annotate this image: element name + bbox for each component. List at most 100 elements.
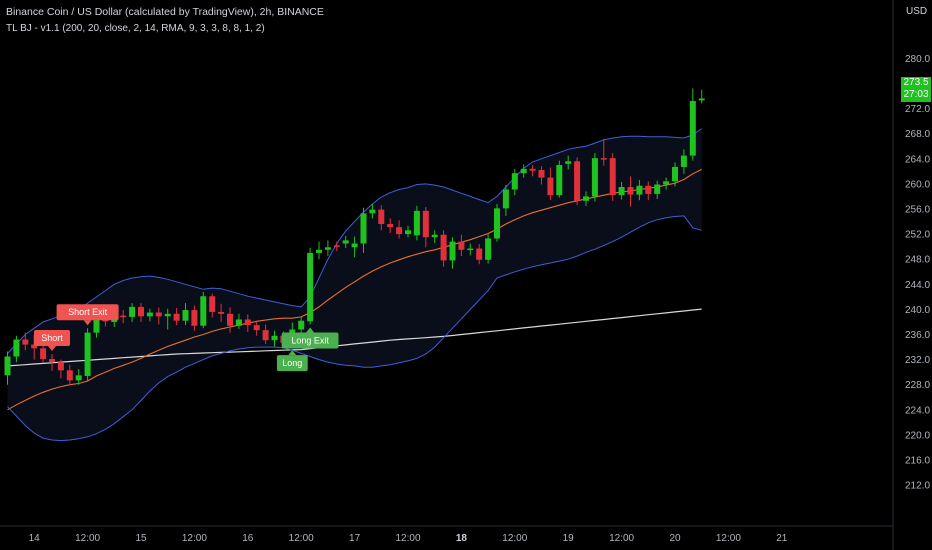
y-tick-label: 248.0 (905, 255, 930, 266)
candle-body (13, 339, 20, 357)
candle-body (49, 359, 55, 363)
candle-body (485, 238, 492, 260)
candle-body (520, 168, 527, 174)
y-tick-label: 236.0 (905, 330, 930, 341)
candle-body (4, 356, 11, 376)
candle-body (342, 240, 349, 244)
signal-label-pointer (306, 327, 315, 333)
candle-body (618, 187, 625, 196)
signal-label: Short (34, 329, 70, 351)
signal-label-box (34, 329, 70, 346)
y-axis[interactable]: 280.0276.0272.0268.0264.0260.0256.0252.0… (905, 54, 930, 492)
candle-body (387, 224, 394, 228)
candle-body (155, 312, 162, 317)
indicator-legend[interactable]: TL BJ - v1.1 (200, 20, close, 2, 14, RMA… (6, 23, 265, 34)
candle-body (511, 173, 518, 190)
candle-body (146, 312, 153, 317)
candle-body (164, 313, 171, 317)
candle-body (351, 243, 358, 248)
candle-body (431, 234, 438, 238)
x-tick-label: 19 (563, 533, 575, 544)
x-tick-label: 12:00 (182, 533, 207, 544)
candle-body (209, 296, 216, 312)
candle-body (405, 230, 411, 235)
candle-body (316, 249, 322, 253)
candle-body (253, 325, 260, 331)
candle-body (663, 181, 670, 185)
signal-label-text: Long Exit (291, 335, 329, 345)
bollinger-lower-line (7, 215, 702, 442)
bollinger-band-area (7, 128, 702, 441)
candle-body (271, 335, 278, 341)
chart-title: Binance Coin / US Dollar (calculated by … (6, 6, 324, 18)
x-tick-label: 18 (456, 533, 468, 544)
candle-body (449, 241, 456, 261)
x-tick-label: 17 (349, 533, 361, 544)
candles (4, 88, 705, 386)
y-tick-label: 232.0 (905, 355, 930, 366)
candle-body (298, 320, 305, 330)
candle-body (324, 247, 331, 250)
candle-body (689, 101, 696, 156)
candle-body (654, 184, 661, 194)
candle-body (333, 245, 340, 247)
x-tick-label: 12:00 (289, 533, 314, 544)
candle-body (476, 248, 483, 260)
candle-body (609, 158, 616, 196)
candle-body (600, 158, 607, 160)
y-tick-label: 220.0 (905, 430, 930, 441)
candle-body (369, 209, 376, 214)
candle-body (636, 185, 643, 195)
candle-body (422, 210, 429, 238)
x-tick-label: 21 (776, 533, 788, 544)
candle-body (120, 315, 127, 318)
y-tick-label: 256.0 (905, 204, 930, 215)
signal-label-text: Long (282, 358, 302, 368)
candle-body (574, 161, 581, 201)
signal-label-box (281, 332, 339, 349)
bar-countdown: 27:03 (903, 89, 929, 100)
candle-body (57, 362, 64, 371)
x-tick-label: 14 (29, 533, 41, 544)
y-tick-label: 264.0 (905, 154, 930, 165)
candle-body (396, 227, 403, 235)
signal-labels: Short Short Exit Long Long Exit (34, 304, 339, 372)
y-tick-label: 224.0 (905, 405, 930, 416)
candle-body (129, 306, 136, 317)
candle-body (502, 189, 509, 209)
candle-body (565, 161, 572, 164)
signal-label: Long (276, 350, 308, 372)
y-tick-label: 280.0 (905, 54, 930, 65)
candle-body (360, 213, 367, 244)
last-price-tag: 273.5 27:03 (901, 77, 931, 102)
candle-body (191, 310, 198, 326)
x-tick-label: 12:00 (716, 533, 741, 544)
indicator-lines (7, 128, 702, 442)
y-tick-label: 268.0 (905, 129, 930, 140)
candle-body (93, 311, 100, 333)
x-axis[interactable]: 14 12:00 15 12:00 16 12:00 17 12:00 18 12:00 19 12:… (29, 533, 788, 544)
candle-body (467, 248, 474, 251)
candle-body (66, 370, 73, 381)
candle-body (262, 330, 269, 341)
candle-body (84, 332, 91, 376)
candle-body (22, 339, 29, 345)
candle-body (529, 168, 536, 171)
x-tick-label: 15 (135, 533, 147, 544)
candle-body (583, 196, 589, 201)
candle-body (227, 313, 233, 326)
y-tick-label: 216.0 (905, 456, 930, 467)
candle-body (138, 306, 144, 317)
y-tick-label: 228.0 (905, 380, 930, 391)
currency-label: USD (906, 6, 928, 17)
bollinger-upper-line (7, 128, 702, 354)
candle-body (698, 98, 705, 101)
signal-label: Long Exit (281, 327, 339, 349)
y-tick-label: 260.0 (905, 179, 930, 190)
x-tick-label: 20 (669, 533, 681, 544)
x-tick-label: 12:00 (609, 533, 634, 544)
candle-body (627, 187, 634, 195)
x-tick-label: 12:00 (502, 533, 527, 544)
signal-label-text: Short Exit (68, 307, 108, 317)
